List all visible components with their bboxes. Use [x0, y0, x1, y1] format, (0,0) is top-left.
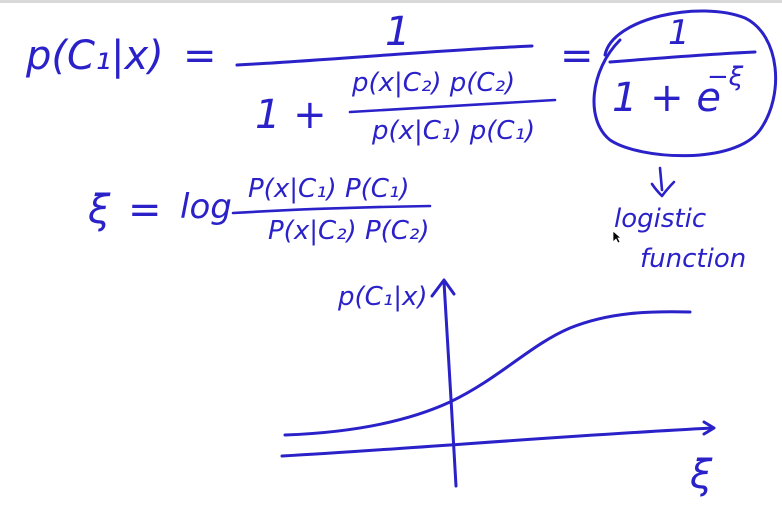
annotation-logistic: logistic — [614, 204, 707, 234]
lhs-probability: p(C₁|x) — [26, 33, 164, 79]
xi-denominator: P(x|C₂) P(C₂) — [268, 216, 430, 246]
sigmoid-denominator: 1 + e — [612, 75, 722, 121]
annotation-function: function — [640, 244, 747, 274]
xi-symbol: ξ — [88, 187, 111, 233]
x-axis — [280, 426, 714, 458]
log-label: log — [180, 187, 232, 227]
sigmoid-numerator: 1 — [668, 13, 690, 53]
sigmoid-exponent: −ξ — [707, 62, 744, 92]
equals-sign-1: = — [183, 33, 217, 79]
equals-sign-2: = — [560, 33, 594, 79]
one-plus: 1 + — [255, 92, 327, 138]
x-axis-arrowhead — [702, 420, 716, 436]
plot-x-label: ξ — [690, 452, 713, 498]
down-arrow — [650, 166, 676, 198]
top-border — [0, 0, 782, 3]
y-axis-arrowhead — [430, 278, 456, 298]
main-numerator: 1 — [385, 9, 411, 55]
inner-numerator: p(x|C₂) p(C₂) — [352, 68, 516, 98]
sigmoid-fraction-bar — [608, 50, 757, 64]
plot-y-label: p(C₁|x) — [338, 282, 428, 312]
main-fraction-bar — [235, 44, 534, 67]
xi-equals: = — [128, 187, 162, 233]
xi-numerator: P(x|C₁) P(C₁) — [248, 174, 410, 204]
y-axis — [442, 280, 458, 488]
logistic-curve — [283, 310, 692, 437]
inner-fraction-bar — [348, 98, 557, 114]
mouse-cursor-icon — [612, 230, 622, 244]
inner-denominator: p(x|C₁) p(C₁) — [372, 116, 536, 146]
highlight-circle — [592, 9, 778, 158]
xi-fraction-bar — [231, 204, 432, 215]
